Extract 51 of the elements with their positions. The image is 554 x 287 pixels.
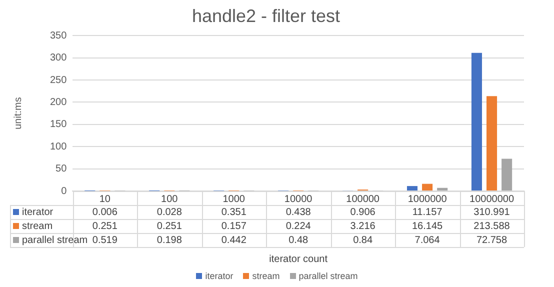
data-label: 0.519 — [92, 234, 118, 246]
data-label: 0.442 — [221, 234, 247, 246]
text: parallel stream — [298, 271, 358, 281]
data-label: 0.028 — [156, 206, 182, 218]
data-label: 0.906 — [350, 206, 376, 218]
text: iterator — [205, 271, 234, 281]
bar — [486, 96, 498, 190]
x-tick-label: 1000000 — [408, 194, 448, 205]
text: stream — [252, 271, 280, 281]
x-tick-label: 10000 — [284, 194, 313, 205]
x-tick-label: 100 — [161, 194, 178, 205]
data-label: 0.198 — [156, 234, 182, 246]
chart-title: handle2 - filter test — [192, 6, 340, 26]
data-label: 3.216 — [350, 220, 376, 232]
bar — [422, 184, 433, 190]
data-label: 310.991 — [474, 206, 510, 218]
data-label: 72.758 — [476, 234, 508, 246]
x-tick-label: 10000000 — [470, 194, 514, 205]
data-label: 16.145 — [412, 220, 444, 232]
bar — [471, 52, 482, 190]
data-label: 0.006 — [92, 206, 118, 218]
bar — [406, 186, 418, 190]
bar — [437, 188, 448, 190]
y-tick-label: 250 — [50, 74, 68, 86]
x-axis-title: iterator count — [269, 254, 328, 265]
data-label: 0.224 — [286, 220, 312, 232]
data-label: 0.438 — [286, 206, 312, 218]
y-tick-label: 0 — [61, 186, 68, 197]
data-label: 0.48 — [288, 234, 309, 246]
y-tick-label: 50 — [56, 164, 68, 175]
data-label: 0.157 — [221, 220, 247, 232]
data-label: 0.251 — [156, 220, 182, 232]
y-axis-title: unit:ms — [12, 97, 24, 130]
y-tick-label: 300 — [50, 52, 68, 64]
data-label: 213.588 — [474, 220, 510, 232]
data-label: 11.157 — [412, 206, 443, 218]
legend-label: parallel stream — [22, 234, 88, 246]
x-tick-label: 100000 — [346, 194, 380, 205]
data-label: 7.064 — [414, 234, 440, 246]
bar — [502, 158, 512, 190]
legend-label: iterator — [22, 206, 54, 218]
data-label: 0.351 — [221, 206, 247, 218]
y-tick-label: 150 — [50, 119, 68, 130]
y-tick-label: 100 — [50, 141, 68, 152]
x-tick-label: 1000 — [222, 194, 246, 205]
data-label: 0.251 — [92, 220, 118, 232]
data-label: 0.84 — [353, 234, 373, 246]
legend-label: stream — [22, 220, 53, 232]
x-tick-label: 10 — [99, 194, 111, 205]
y-tick-label: 350 — [50, 30, 68, 42]
y-tick-label: 200 — [50, 96, 68, 108]
